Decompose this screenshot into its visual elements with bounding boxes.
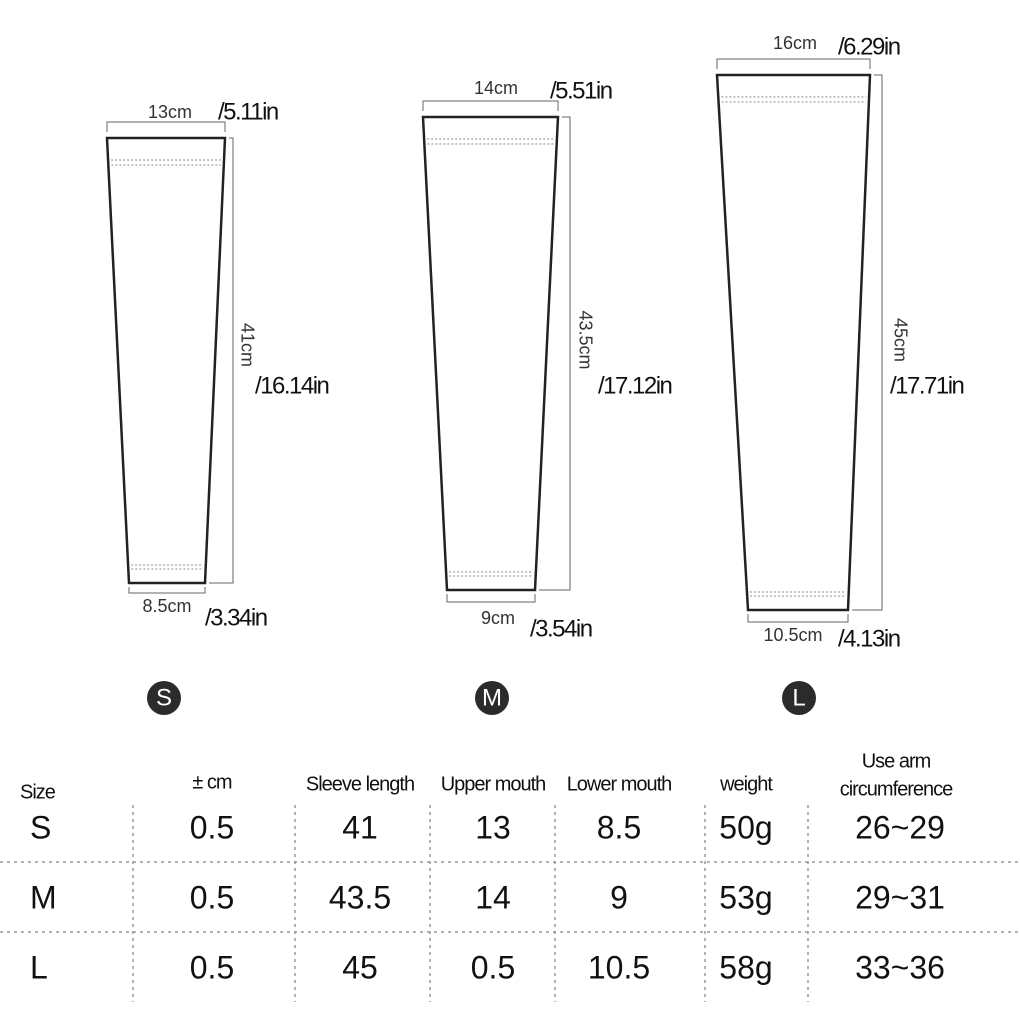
length-in: /16.14in — [255, 372, 329, 399]
table-cell: 33~36 — [855, 949, 945, 985]
dimension-line — [852, 74, 883, 611]
table-cell: 13 — [475, 809, 511, 845]
table-cell: M — [30, 879, 57, 915]
size-badge-label: S — [156, 684, 172, 711]
table-cell: 9 — [610, 879, 628, 915]
length-cm: 45cm — [890, 318, 910, 362]
size-badge — [147, 681, 181, 715]
size-badge — [782, 681, 816, 715]
table-header: weight — [719, 773, 773, 795]
table-cell: L — [30, 949, 48, 985]
table-cell: 26~29 — [855, 809, 945, 845]
dimension-line — [539, 116, 571, 591]
dimension-line — [422, 100, 559, 111]
table-cell: 50g — [719, 809, 772, 845]
sleeve-outline — [421, 115, 560, 592]
dimension-line — [128, 587, 206, 594]
table-cell: S — [30, 809, 51, 845]
table-header: Upper mouth — [441, 773, 546, 795]
table-cell: 45 — [342, 949, 378, 985]
table-cell: 0.5 — [190, 809, 234, 845]
table-cell: 58g — [719, 949, 772, 985]
length-in: /17.12in — [598, 372, 672, 399]
table-header: Lower mouth — [567, 773, 672, 795]
bottom-width-cm: 10.5cm — [763, 625, 822, 645]
table-header: Size — [20, 781, 56, 803]
length-in: /17.71in — [890, 372, 964, 399]
table-cell: 53g — [719, 879, 772, 915]
table-header: Sleeve length — [306, 773, 414, 795]
table-cell: 8.5 — [597, 809, 641, 845]
size-badge-label: M — [482, 684, 502, 711]
dimension-line — [209, 137, 234, 584]
table-cell: 43.5 — [329, 879, 391, 915]
sleeve-outline — [105, 136, 227, 585]
table-cell: 41 — [342, 809, 378, 845]
length-cm: 41cm — [237, 323, 257, 367]
bottom-width-in: /4.13in — [838, 625, 900, 652]
dimension-line — [716, 58, 871, 69]
bottom-width-in: /3.34in — [205, 604, 267, 631]
table-cell: 0.5 — [190, 879, 234, 915]
size-badge — [475, 681, 509, 715]
table-header: Use arm — [862, 750, 931, 772]
dimension-line — [747, 614, 849, 623]
table-cell: 0.5 — [471, 949, 515, 985]
table-header: ± cm — [192, 771, 232, 793]
size-badge-label: L — [792, 684, 805, 711]
table-cell: 29~31 — [855, 879, 945, 915]
length-cm: 43.5cm — [575, 310, 595, 369]
table-cell: 0.5 — [190, 949, 234, 985]
bottom-width-cm: 9cm — [481, 608, 515, 628]
dimension-line — [106, 121, 226, 132]
sleeve-outline — [715, 73, 872, 612]
top-width-in: /6.29in — [838, 33, 900, 60]
top-width-cm: 13cm — [148, 102, 192, 122]
bottom-width-cm: 8.5cm — [142, 596, 191, 616]
table-cell: 14 — [475, 879, 511, 915]
table-cell: 10.5 — [588, 949, 650, 985]
bottom-width-in: /3.54in — [530, 615, 592, 642]
top-width-cm: 14cm — [474, 78, 518, 98]
table-header: circumference — [840, 778, 953, 800]
top-width-in: /5.51in — [550, 77, 612, 104]
top-width-in: /5.11in — [218, 98, 278, 125]
top-width-cm: 16cm — [773, 33, 817, 53]
dimension-line — [446, 594, 536, 603]
